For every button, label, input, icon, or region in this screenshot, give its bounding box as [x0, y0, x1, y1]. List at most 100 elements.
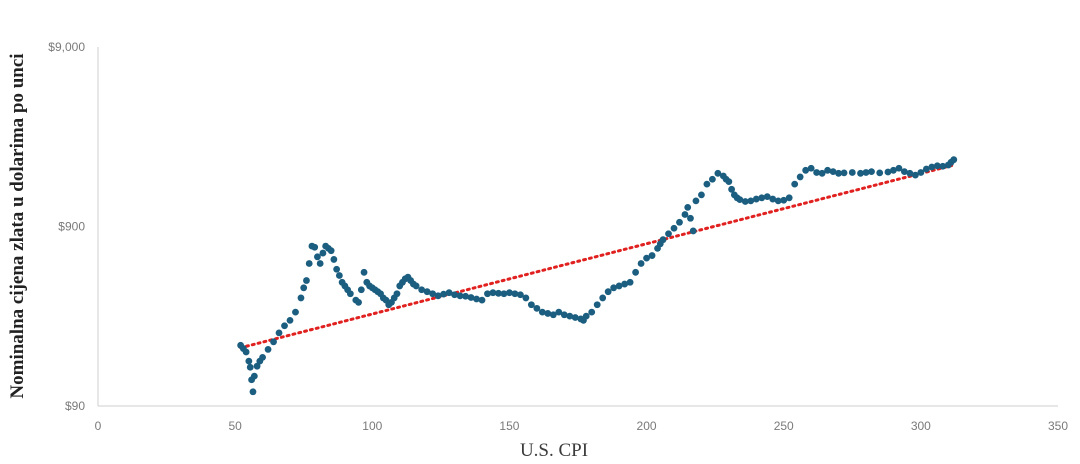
data-point [335, 272, 343, 279]
y-tick-label: $9,000 [48, 40, 85, 54]
data-point [933, 162, 941, 170]
data-point [840, 169, 848, 177]
data-point [418, 286, 426, 294]
data-point [610, 284, 618, 292]
data-point [560, 311, 568, 319]
data-point [829, 168, 837, 176]
data-point [305, 260, 313, 267]
data-point [511, 290, 519, 298]
data-points [237, 156, 958, 396]
x-tick-label: 50 [228, 419, 242, 433]
x-tick-label: 300 [911, 419, 931, 433]
data-point [917, 169, 925, 176]
data-point [360, 268, 368, 276]
data-point [769, 195, 777, 203]
data-point [626, 278, 634, 286]
data-point [785, 194, 793, 202]
data-point [423, 288, 431, 296]
data-point [544, 310, 552, 317]
x-tick-label: 350 [1048, 419, 1068, 433]
x-tick-label: 200 [637, 419, 657, 433]
data-point [621, 280, 629, 288]
data-point [884, 168, 892, 176]
data-point [314, 253, 321, 261]
data-point [467, 294, 475, 301]
data-point [637, 260, 645, 267]
data-point [687, 214, 694, 222]
data-point [527, 301, 535, 309]
data-point [412, 282, 420, 290]
data-point [665, 230, 672, 238]
data-point [333, 265, 341, 273]
data-point [462, 292, 469, 300]
data-point [489, 289, 497, 297]
data-point [522, 294, 530, 302]
data-point [725, 178, 733, 186]
data-point [681, 211, 689, 218]
x-tick-label: 150 [499, 419, 519, 433]
data-point [689, 227, 697, 235]
data-point [533, 304, 541, 312]
data-point [473, 295, 480, 303]
data-point [813, 169, 821, 176]
data-point [327, 247, 335, 255]
data-point [538, 308, 546, 316]
data-point [648, 252, 656, 259]
data-point [259, 353, 266, 361]
data-point [357, 286, 365, 294]
data-point [758, 194, 766, 202]
data-point [275, 329, 283, 337]
data-point [780, 196, 788, 204]
data-point [246, 363, 254, 371]
data-point [763, 193, 771, 201]
data-point [868, 168, 875, 176]
axes [97, 47, 1058, 407]
data-point [676, 218, 683, 226]
data-point [599, 294, 607, 302]
data-point [802, 166, 810, 174]
data-point [774, 197, 782, 205]
data-point [484, 290, 491, 298]
data-point [245, 357, 253, 365]
data-point [922, 165, 930, 173]
data-point [292, 308, 299, 316]
data-point [818, 169, 826, 177]
data-point [300, 284, 308, 292]
data-point [835, 169, 842, 177]
data-point [747, 197, 755, 205]
data-point [906, 169, 914, 177]
data-point [582, 312, 590, 320]
data-point [950, 156, 958, 164]
x-axis-title: U.S. CPI [520, 440, 588, 461]
data-point [434, 292, 442, 300]
data-point [281, 322, 288, 330]
y-tick-label: $900 [58, 220, 85, 234]
data-point [791, 180, 799, 188]
data-point [355, 298, 362, 306]
data-point [451, 291, 458, 299]
data-point [249, 388, 257, 396]
data-point [890, 166, 897, 174]
data-point [659, 236, 667, 244]
data-point [319, 249, 327, 257]
x-tick-label: 0 [95, 419, 102, 433]
data-point [555, 308, 563, 316]
data-point [698, 191, 705, 199]
data-point [736, 196, 744, 204]
data-point [393, 290, 401, 298]
data-point [796, 173, 804, 181]
data-point [807, 164, 815, 172]
data-point [848, 169, 856, 176]
data-point [684, 203, 692, 211]
data-point [741, 198, 749, 205]
y-tick-label: $90 [65, 399, 85, 413]
data-point [297, 294, 305, 302]
data-point [286, 316, 294, 324]
data-point [643, 254, 650, 262]
data-point [478, 296, 486, 304]
trend-line-layer [239, 163, 956, 350]
data-point [604, 288, 612, 296]
data-point [670, 224, 678, 232]
x-tick-label: 250 [774, 419, 794, 433]
data-point [857, 169, 864, 177]
